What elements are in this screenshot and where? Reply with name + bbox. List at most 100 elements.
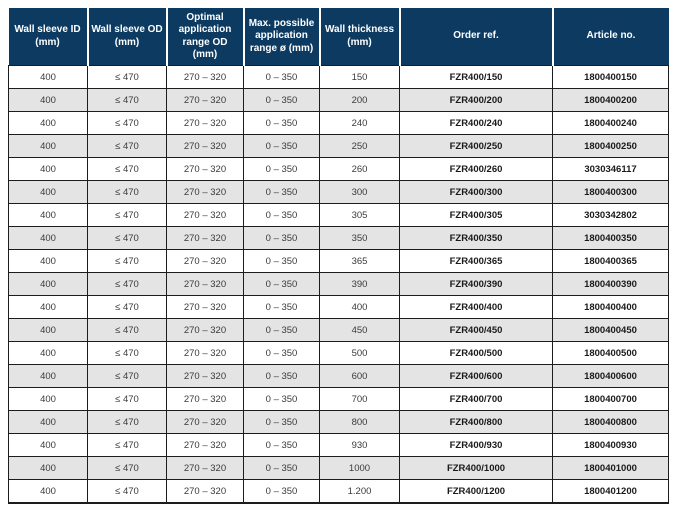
cell-wall-sleeve-od: ≤ 470: [87, 318, 167, 342]
table-row: 400 ≤ 470 270 – 320 0 – 350 240 FZR400/240 180…: [8, 111, 669, 135]
cell-order-ref: FZR400/350: [399, 226, 553, 250]
column-header-wall-sleeve-od: Wall sleeve OD (mm): [86, 8, 167, 66]
cell-optimal-range-od: 270 – 320: [166, 157, 244, 181]
cell-wall-thickness: 400: [319, 295, 400, 319]
cell-wall-sleeve-id: 400: [8, 387, 88, 411]
cell-optimal-range-od: 270 – 320: [166, 364, 244, 388]
cell-max-range: 0 – 350: [243, 249, 320, 273]
cell-article-no: 1800400600: [552, 364, 669, 388]
cell-wall-sleeve-od: ≤ 470: [87, 203, 167, 227]
cell-wall-sleeve-id: 400: [8, 111, 88, 135]
cell-wall-sleeve-od: ≤ 470: [87, 387, 167, 411]
cell-wall-thickness: 350: [319, 226, 400, 250]
table-row: 400 ≤ 470 270 – 320 0 – 350 300 FZR400/300 180…: [8, 180, 669, 204]
cell-optimal-range-od: 270 – 320: [166, 410, 244, 434]
cell-order-ref: FZR400/200: [399, 88, 553, 112]
cell-wall-sleeve-od: ≤ 470: [87, 226, 167, 250]
column-header-max-range: Max. possible application range ø (mm): [242, 8, 320, 66]
cell-wall-sleeve-od: ≤ 470: [87, 410, 167, 434]
cell-optimal-range-od: 270 – 320: [166, 318, 244, 342]
cell-max-range: 0 – 350: [243, 387, 320, 411]
cell-wall-sleeve-od: ≤ 470: [87, 341, 167, 365]
cell-article-no: 1800400400: [552, 295, 669, 319]
column-header-line: Max. possible: [248, 17, 315, 29]
cell-wall-thickness: 1.200: [319, 479, 400, 504]
column-header-line: (mm): [114, 36, 140, 48]
cell-order-ref: FZR400/300: [399, 180, 553, 204]
table-row: 400 ≤ 470 270 – 320 0 – 350 450 FZR400/450 180…: [8, 318, 669, 342]
column-header-line: application: [255, 30, 308, 42]
header-row: Wall sleeve ID (mm) Wall sleeve OD (mm) Opti…: [8, 8, 669, 66]
cell-wall-thickness: 365: [319, 249, 400, 273]
cell-order-ref: FZR400/1000: [399, 456, 553, 480]
cell-wall-thickness: 305: [319, 203, 400, 227]
table-row: 400 ≤ 470 270 – 320 0 – 350 1.200 FZR400/1200…: [8, 479, 669, 504]
cell-max-range: 0 – 350: [243, 88, 320, 112]
column-header-article-no: Article no.: [551, 8, 669, 66]
cell-wall-sleeve-id: 400: [8, 157, 88, 181]
cell-article-no: 1800400150: [552, 65, 669, 89]
cell-order-ref: FZR400/500: [399, 341, 553, 365]
cell-max-range: 0 – 350: [243, 203, 320, 227]
cell-wall-sleeve-od: ≤ 470: [87, 249, 167, 273]
cell-order-ref: FZR400/240: [399, 111, 553, 135]
cell-article-no: 1800401200: [552, 479, 669, 504]
table-row: 400 ≤ 470 270 – 320 0 – 350 800 FZR400/800 180…: [8, 410, 669, 434]
cell-article-no: 1800400500: [552, 341, 669, 365]
cell-order-ref: FZR400/800: [399, 410, 553, 434]
cell-wall-sleeve-id: 400: [8, 341, 88, 365]
column-header-order-ref: Order ref.: [398, 8, 553, 66]
cell-wall-sleeve-od: ≤ 470: [87, 479, 167, 504]
cell-optimal-range-od: 270 – 320: [166, 341, 244, 365]
cell-max-range: 0 – 350: [243, 134, 320, 158]
cell-article-no: 1800400300: [552, 180, 669, 204]
cell-wall-sleeve-id: 400: [8, 226, 88, 250]
cell-wall-thickness: 500: [319, 341, 400, 365]
cell-order-ref: FZR400/450: [399, 318, 553, 342]
cell-wall-sleeve-id: 400: [8, 410, 88, 434]
column-header-line: (mm): [35, 36, 60, 48]
cell-wall-sleeve-od: ≤ 470: [87, 456, 167, 480]
cell-optimal-range-od: 270 – 320: [166, 88, 244, 112]
cell-wall-sleeve-od: ≤ 470: [87, 364, 167, 388]
column-header-line: Wall sleeve OD: [91, 24, 163, 35]
cell-max-range: 0 – 350: [243, 456, 320, 480]
cell-optimal-range-od: 270 – 320: [166, 65, 244, 89]
cell-max-range: 0 – 350: [243, 272, 320, 296]
cell-wall-sleeve-od: ≤ 470: [87, 295, 167, 319]
cell-optimal-range-od: 270 – 320: [166, 479, 244, 504]
cell-order-ref: FZR400/260: [399, 157, 553, 181]
table-row: 400 ≤ 470 270 – 320 0 – 350 930 FZR400/930 180…: [8, 433, 669, 457]
cell-max-range: 0 – 350: [243, 226, 320, 250]
cell-max-range: 0 – 350: [243, 318, 320, 342]
cell-article-no: 1800400390: [552, 272, 669, 296]
cell-max-range: 0 – 350: [243, 65, 320, 89]
cell-optimal-range-od: 270 – 320: [166, 456, 244, 480]
cell-wall-sleeve-id: 400: [8, 433, 88, 457]
cell-order-ref: FZR400/1200: [399, 479, 553, 504]
cell-wall-sleeve-od: ≤ 470: [87, 180, 167, 204]
cell-wall-thickness: 450: [319, 318, 400, 342]
cell-max-range: 0 – 350: [243, 433, 320, 457]
cell-wall-thickness: 600: [319, 364, 400, 388]
cell-wall-thickness: 300: [319, 180, 400, 204]
cell-article-no: 1800400350: [552, 226, 669, 250]
cell-wall-sleeve-od: ≤ 470: [87, 88, 167, 112]
cell-optimal-range-od: 270 – 320: [166, 111, 244, 135]
cell-max-range: 0 – 350: [243, 479, 320, 504]
cell-optimal-range-od: 270 – 320: [166, 134, 244, 158]
cell-wall-thickness: 240: [319, 111, 400, 135]
cell-max-range: 0 – 350: [243, 295, 320, 319]
cell-wall-thickness: 200: [319, 88, 400, 112]
cell-wall-sleeve-od: ≤ 470: [87, 65, 167, 89]
cell-order-ref: FZR400/400: [399, 295, 553, 319]
table-body: 400 ≤ 470 270 – 320 0 – 350 150 FZR400/150 180…: [8, 65, 669, 504]
cell-article-no: 1800400240: [552, 111, 669, 135]
cell-wall-sleeve-id: 400: [8, 180, 88, 204]
column-header-line: Article no.: [586, 30, 636, 42]
cell-max-range: 0 – 350: [243, 364, 320, 388]
cell-order-ref: FZR400/930: [399, 433, 553, 457]
cell-article-no: 1800400700: [552, 387, 669, 411]
cell-article-no: 1800400800: [552, 410, 669, 434]
